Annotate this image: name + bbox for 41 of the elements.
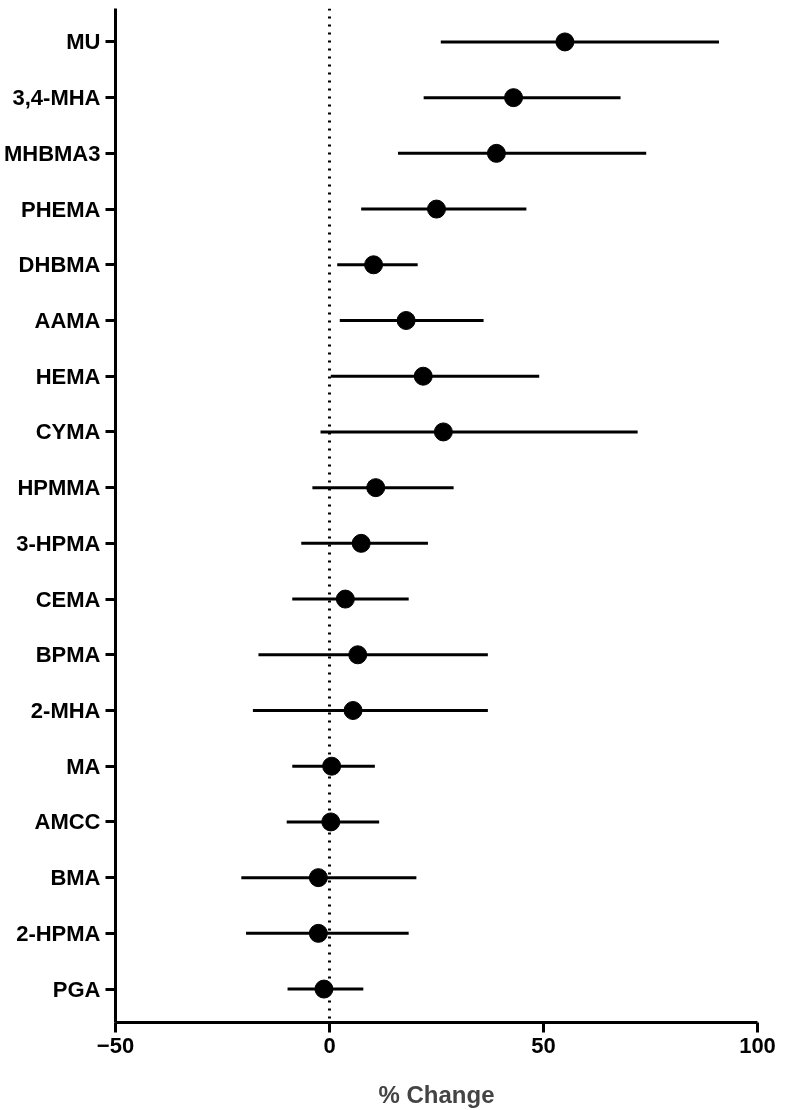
y-tick-label: CEMA	[35, 586, 101, 612]
x-tick-label: 0	[323, 1032, 336, 1058]
y-tick-label: 2-HPMA	[16, 920, 101, 946]
y-tick-label: CYMA	[35, 419, 101, 445]
y-tick-label: DHBMA	[18, 252, 101, 278]
x-axis-title: % Change	[378, 1080, 495, 1108]
y-tick-label: HEMA	[35, 363, 101, 389]
x-tick-label: 100	[739, 1032, 776, 1058]
point	[322, 756, 342, 776]
y-tick-label: AAMA	[34, 308, 101, 333]
y-tick-label: PHEMA	[21, 196, 101, 222]
point	[486, 143, 506, 163]
y-tick-label: BMA	[50, 865, 101, 891]
point	[555, 32, 575, 52]
point	[433, 422, 453, 442]
y-tick-label: 2-MHA	[30, 698, 101, 723]
point	[314, 979, 334, 999]
y-tick-label: 3-HPMA	[16, 530, 101, 556]
point	[348, 645, 368, 665]
y-tick-label: MHBMA3	[3, 140, 101, 166]
x-tick-label: −50	[96, 1032, 135, 1058]
point	[343, 701, 363, 720]
y-tick-label: PGA	[52, 976, 101, 1002]
point	[335, 589, 355, 609]
point	[351, 533, 371, 553]
y-tick-label: BPMA	[35, 642, 101, 668]
point	[321, 812, 341, 832]
y-tick-label: MA	[66, 753, 101, 779]
point	[427, 199, 446, 219]
x-tick-label: 50	[531, 1032, 556, 1058]
point	[396, 311, 416, 330]
y-tick-label: AMCC	[34, 809, 101, 835]
point	[308, 868, 328, 888]
point	[308, 923, 328, 943]
y-tick-label: 3,4-MHA	[12, 85, 101, 111]
point	[366, 478, 386, 498]
y-tick-label: HPMMA	[17, 475, 101, 501]
y-tick-label: MU	[66, 29, 101, 55]
point	[364, 255, 384, 275]
point	[504, 88, 524, 108]
point	[413, 366, 433, 386]
